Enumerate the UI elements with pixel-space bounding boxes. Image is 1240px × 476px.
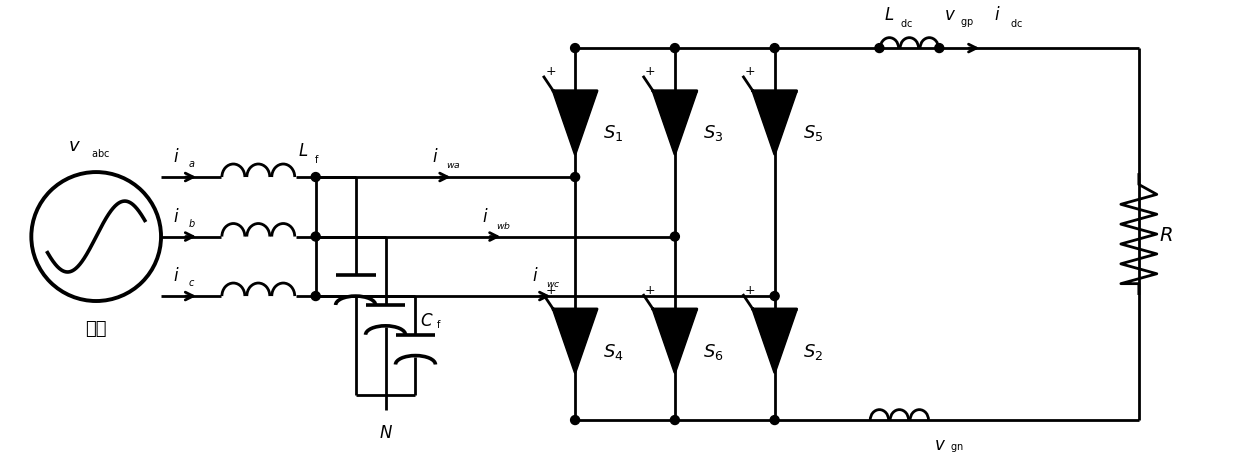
Polygon shape: [653, 91, 697, 155]
Circle shape: [770, 292, 779, 301]
Text: $+$: $+$: [744, 65, 755, 78]
Text: $_{\rm abc}$: $_{\rm abc}$: [92, 146, 110, 160]
Circle shape: [671, 233, 680, 241]
Circle shape: [311, 173, 320, 182]
Circle shape: [311, 233, 320, 241]
Text: $i$: $i$: [172, 207, 180, 225]
Text: $_{wa}$: $_{wa}$: [446, 158, 461, 171]
Circle shape: [570, 173, 579, 182]
Text: $_{a}$: $_{a}$: [188, 156, 196, 170]
Circle shape: [311, 292, 320, 301]
Circle shape: [935, 45, 944, 53]
Text: $i$: $i$: [172, 148, 180, 166]
Text: $i$: $i$: [532, 267, 538, 285]
Text: $v$: $v$: [934, 435, 946, 453]
Text: $S_{6}$: $S_{6}$: [703, 341, 723, 361]
Text: $_{wb}$: $_{wb}$: [496, 217, 511, 230]
Text: $C$: $C$: [420, 311, 434, 329]
Text: $_{\rm gn}$: $_{\rm gn}$: [950, 440, 963, 454]
Text: $i$: $i$: [994, 6, 1001, 24]
Text: $+$: $+$: [544, 283, 556, 296]
Text: $L$: $L$: [884, 6, 895, 24]
Polygon shape: [753, 91, 796, 155]
Text: $+$: $+$: [544, 65, 556, 78]
Text: $+$: $+$: [744, 283, 755, 296]
Circle shape: [671, 45, 680, 53]
Text: $i$: $i$: [482, 207, 489, 225]
Text: $i$: $i$: [172, 267, 180, 285]
Text: $S_{1}$: $S_{1}$: [603, 123, 624, 143]
Text: $_{b}$: $_{b}$: [188, 215, 196, 229]
Text: $_{\rm dc}$: $_{\rm dc}$: [900, 16, 914, 30]
Polygon shape: [753, 309, 796, 373]
Text: $S_{3}$: $S_{3}$: [703, 123, 723, 143]
Polygon shape: [553, 309, 596, 373]
Circle shape: [671, 416, 680, 425]
Circle shape: [875, 45, 884, 53]
Text: $L$: $L$: [298, 142, 308, 160]
Text: $+$: $+$: [645, 65, 656, 78]
Text: $N$: $N$: [378, 423, 393, 441]
Circle shape: [570, 416, 579, 425]
Text: $_{\rm f}$: $_{\rm f}$: [436, 316, 443, 330]
Text: $S_{5}$: $S_{5}$: [802, 123, 823, 143]
Circle shape: [770, 45, 779, 53]
Text: $v$: $v$: [68, 137, 81, 155]
Circle shape: [770, 416, 779, 425]
Polygon shape: [653, 309, 697, 373]
Text: $+$: $+$: [645, 283, 656, 296]
Circle shape: [570, 45, 579, 53]
Text: $_{\rm f}$: $_{\rm f}$: [314, 152, 320, 166]
Text: $S_{2}$: $S_{2}$: [802, 341, 823, 361]
Text: $_{\rm gp}$: $_{\rm gp}$: [960, 16, 975, 30]
Text: $R$: $R$: [1159, 225, 1173, 244]
Polygon shape: [553, 91, 596, 155]
Text: $S_{4}$: $S_{4}$: [603, 341, 624, 361]
Text: 电网: 电网: [86, 319, 107, 337]
Text: $i$: $i$: [433, 148, 439, 166]
Text: $_{wc}$: $_{wc}$: [546, 277, 560, 289]
Text: $v$: $v$: [945, 6, 956, 24]
Text: $_{\rm dc}$: $_{\rm dc}$: [1011, 16, 1023, 30]
Text: $_{c}$: $_{c}$: [188, 275, 196, 288]
